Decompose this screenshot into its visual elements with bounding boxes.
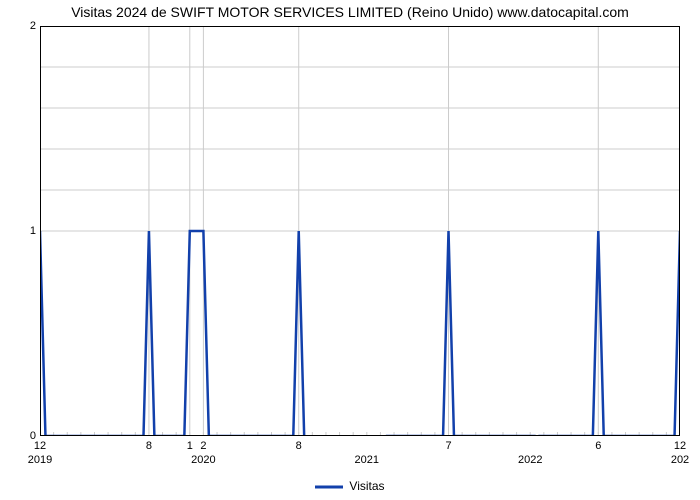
x-year-tick-label: 2020 xyxy=(191,454,215,466)
x-year-tick-label: 2022 xyxy=(518,454,542,466)
x-month-tick-label: 2 xyxy=(200,440,206,452)
chart-legend: Visitas xyxy=(0,479,700,494)
legend-label: Visitas xyxy=(349,479,384,493)
series-line xyxy=(40,231,680,436)
x-month-tick-label: 8 xyxy=(146,440,152,452)
y-tick-label: 0 xyxy=(6,430,36,442)
chart-plot xyxy=(40,26,680,436)
x-month-tick-label: 6 xyxy=(595,440,601,452)
y-tick-label: 2 xyxy=(6,20,36,32)
x-month-tick-label: 8 xyxy=(296,440,302,452)
x-month-tick-label: 12 xyxy=(674,440,686,452)
x-year-tick-label: 202 xyxy=(671,454,689,466)
y-tick-label: 1 xyxy=(6,225,36,237)
x-month-tick-label: 7 xyxy=(445,440,451,452)
chart-title: Visitas 2024 de SWIFT MOTOR SERVICES LIM… xyxy=(0,4,700,20)
chart-container: Visitas 2024 de SWIFT MOTOR SERVICES LIM… xyxy=(0,0,700,500)
x-year-tick-label: 2019 xyxy=(28,454,52,466)
x-month-tick-label: 12 xyxy=(34,440,46,452)
legend-swatch xyxy=(315,480,343,494)
x-month-tick-label: 1 xyxy=(187,440,193,452)
x-year-tick-label: 2021 xyxy=(355,454,379,466)
